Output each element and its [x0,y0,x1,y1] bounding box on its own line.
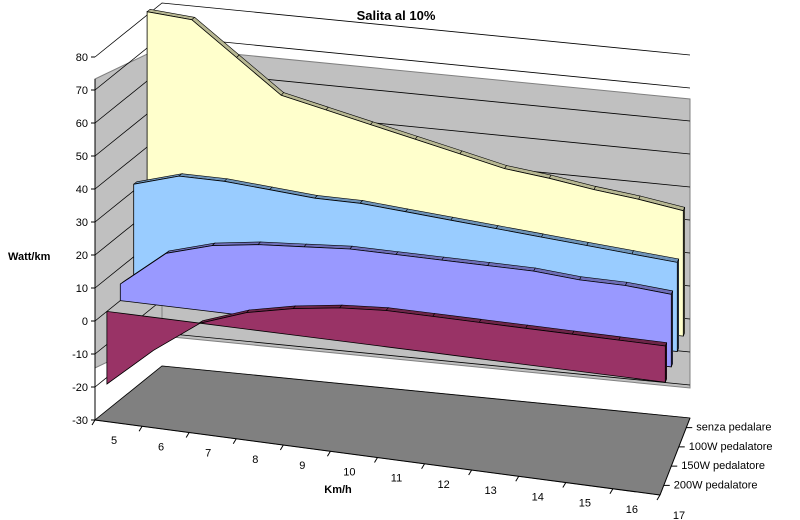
x-tick-mark [562,482,567,488]
x-tick-mark [421,463,426,470]
y-axis-label: Watt/km [8,251,51,263]
x-tick-mark [138,425,143,432]
y-tick-labels: 80 70 60 50 40 30 20 10 0 -10 -20 -30 [72,52,95,427]
x-tick-mark [515,475,520,482]
x-tick-mark [326,450,331,457]
series-4 [106,304,668,385]
x-tick-label: 13 [485,485,497,497]
series-layer [106,8,686,385]
x-tick-label: 16 [626,504,638,516]
x-tick-label: 14 [532,491,544,503]
legend-entry: 100W pedalatore [689,441,773,453]
depth-axis-line [659,417,691,496]
y-tick-label: 40 [76,184,88,196]
gridline [94,2,691,58]
x-tick-mark [468,469,473,476]
x-tick-label: 11 [391,473,402,485]
y-tick-label: 70 [76,85,88,97]
x-tick-label: 5 [111,435,117,447]
x-tick-label: 6 [158,441,164,453]
ribbon-face [106,307,666,385]
x-tick-label: 10 [343,466,355,478]
x-tick-labels: 5 6 7 8 9 10 11 12 13 14 15 16 17 [91,419,685,520]
x-tick-mark [279,444,284,451]
y-tick-label: -10 [72,349,88,361]
x-tick-label: 9 [299,460,305,472]
legend-entry: senza pedalare [696,422,771,434]
x-tick-mark [232,438,237,445]
y-tick-label: 60 [76,118,88,130]
y-tick-label: -20 [72,382,88,394]
y-tick-label: 50 [76,151,88,163]
y-tick-label: 30 [76,217,88,229]
y-tick-label: 10 [76,283,88,295]
x-tick-label: 8 [252,454,258,466]
x-tick-mark [185,432,190,438]
legend-entry: 200W pedalatore [674,479,758,491]
x-tick-label: 15 [579,498,591,510]
y-tick-label: 80 [76,52,88,64]
legend-entry: 150W pedalatore [681,460,765,472]
depth-legend: 200W pedalatore 150W pedalatore 100W pedal… [663,422,773,491]
x-tick-label: 17 [673,510,685,520]
chart-title: Salita al 10% [357,8,436,23]
y-tick-label: 0 [82,316,88,328]
gridline [94,365,691,421]
y-tick-label: 20 [76,250,88,262]
x-tick-mark [609,488,614,495]
x-tick-label: 7 [205,448,211,460]
y-tick-label: -30 [72,415,88,427]
x-tick-mark [374,457,378,463]
x-tick-mark [656,494,661,501]
x-axis-label: Km/h [324,484,352,496]
x-tick-label: 12 [437,479,449,491]
x-tick-mark [91,419,96,426]
